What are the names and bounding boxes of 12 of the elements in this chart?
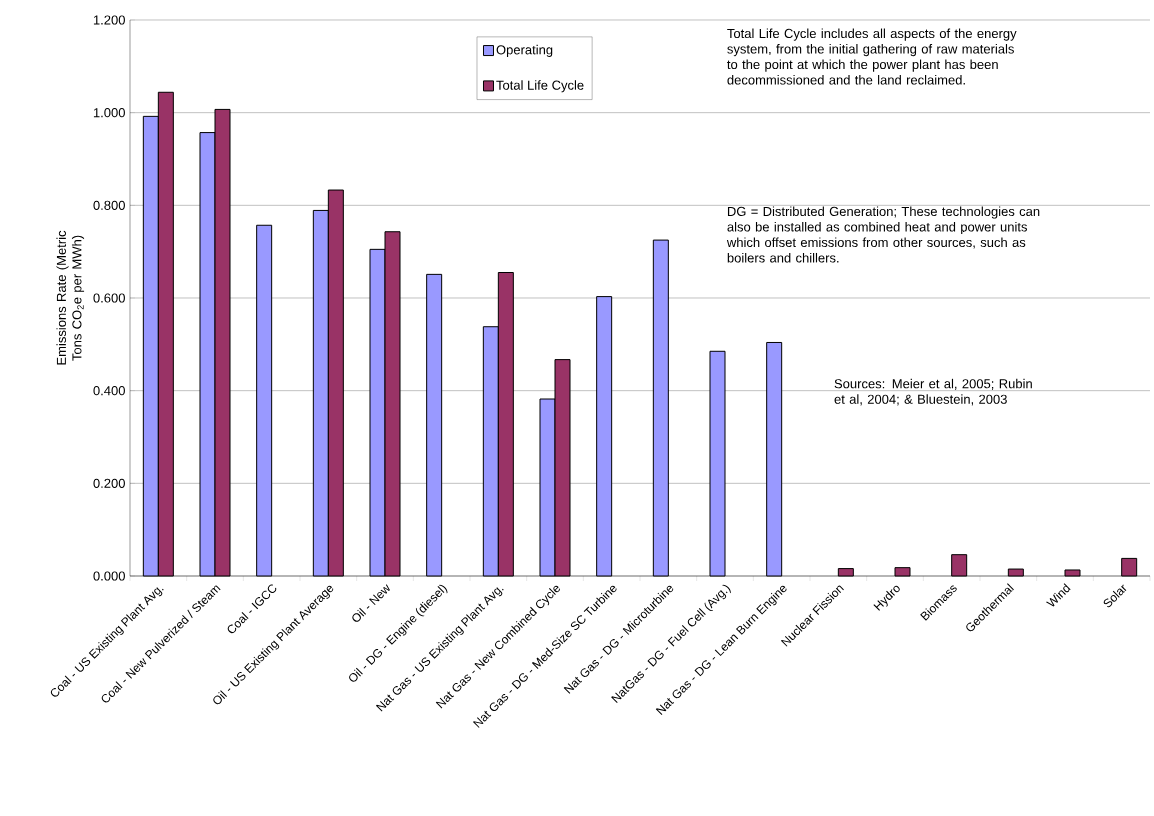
y-tick-label: 1.200 <box>93 15 125 25</box>
annotation: Sources: Meier et al, 2005; Rubin et al, 2004; & Bluestein, 2003 <box>834 378 1032 406</box>
y-tick-label: 0.000 <box>93 571 125 581</box>
legend-label: Total Life Cycle <box>496 80 584 93</box>
legend-label: Operating <box>496 44 553 57</box>
y-tick-label: 0.800 <box>93 200 125 210</box>
annotation: DG = Distributed Generation; These technologies can also be installed as combined heat and power units which offset emissions from other sources, such as boilers and chillers. <box>726 206 1040 263</box>
y-tick-label: 0.400 <box>93 386 125 396</box>
y-tick-label: 0.600 <box>93 293 125 303</box>
annotation: Total Life Cycle includes all aspects of the energy system, from the initial gathering of raw materials to the point at which the power plant has been decommissioned and the land reclaimed. <box>727 28 1017 85</box>
y-tick-label: 1.000 <box>93 108 125 118</box>
y-tick-label: 0.200 <box>93 478 125 488</box>
